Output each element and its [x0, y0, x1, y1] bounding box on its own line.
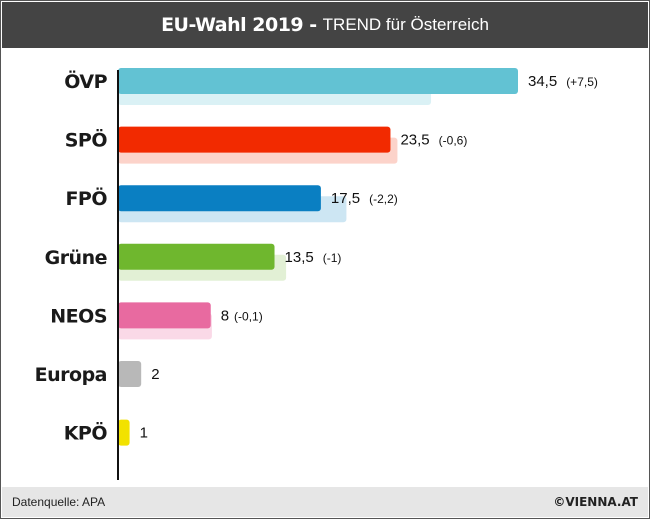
chart-title-rest: TREND für Österreich [323, 15, 489, 35]
value-label-fpoe: 17,5 [331, 190, 360, 207]
chart-title-bold: EU-Wahl 2019 - [161, 14, 317, 36]
category-label-kpoe: KPÖ [64, 421, 108, 445]
chart-footer: Datenquelle: APA ©VIENNA.AT [2, 487, 648, 517]
change-label-spoe: (-0,6) [439, 134, 468, 148]
brand-logo-text: ©VIENNA.AT [553, 495, 638, 509]
category-label-europa: Europa [35, 364, 107, 386]
bar-chart: ÖVP 34,5 (+7,5) SPÖ 23,5 (-0,6) FPÖ 17,5 (-2,2) G… [1, 48, 649, 488]
category-label-neos: NEOS [50, 305, 107, 327]
bar-europa [118, 361, 141, 387]
value-label-spoe: 23,5 [400, 132, 429, 149]
change-label-gruene: (-1) [323, 251, 342, 265]
category-label-gruene: Grüne [45, 247, 107, 269]
change-label-oevp: (+7,5) [566, 75, 598, 89]
value-label-oevp: 34,5 [528, 73, 557, 90]
bar-gruene [118, 244, 275, 270]
bar-spoe [118, 127, 390, 153]
bar-fpoe [118, 185, 321, 211]
change-label-fpoe: (-2,2) [369, 192, 398, 206]
category-label-fpoe: FPÖ [65, 186, 107, 210]
category-label-oevp: ÖVP [64, 69, 107, 93]
chart-header: EU-Wahl 2019 - TREND für Österreich [2, 2, 648, 48]
value-label-kpoe: 1 [140, 425, 148, 442]
value-label-europa: 2 [151, 366, 159, 383]
category-label-spoe: SPÖ [65, 128, 108, 152]
value-label-gruene: 13,5 [285, 249, 314, 266]
bar-oevp [118, 68, 518, 94]
value-label-neos: 8 [221, 307, 229, 324]
change-label-neos: (-0,1) [234, 309, 263, 323]
data-source-label: Datenquelle: APA [12, 495, 105, 509]
bar-kpoe [118, 420, 130, 446]
bar-neos [118, 302, 211, 328]
